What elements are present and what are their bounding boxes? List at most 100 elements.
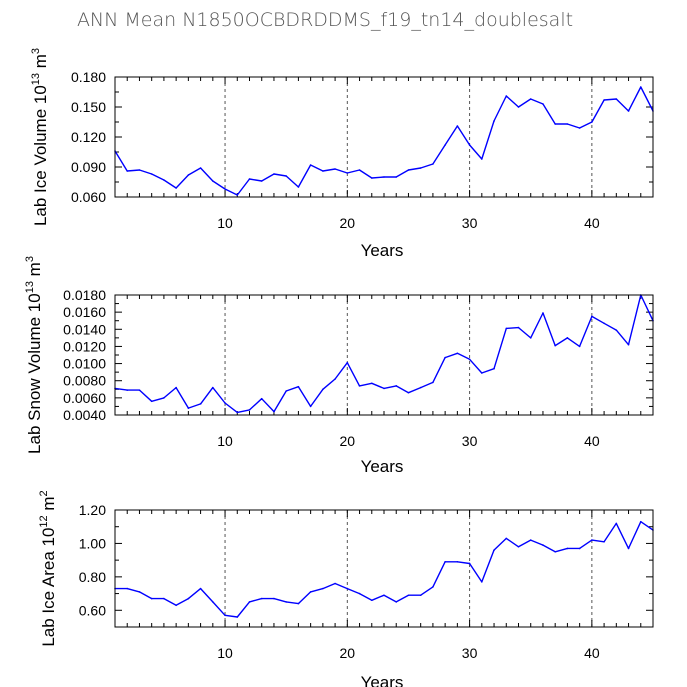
data-point xyxy=(493,549,495,551)
y-axis-title-exponent: 3 xyxy=(30,48,42,54)
data-point xyxy=(150,173,153,175)
plot-frame xyxy=(114,76,654,198)
data-point xyxy=(578,127,581,129)
data-point xyxy=(285,390,287,392)
data-point xyxy=(322,388,324,391)
data-point xyxy=(285,175,287,177)
data-point xyxy=(163,179,165,181)
data-point xyxy=(175,386,177,389)
data-point xyxy=(199,403,202,405)
data-point xyxy=(126,170,129,172)
y-tick-label: 0.090 xyxy=(71,159,106,175)
data-point xyxy=(309,405,312,408)
y-axis-title: Lab Snow Volume 1013 m3 xyxy=(24,256,44,454)
data-point xyxy=(493,367,495,370)
data-point xyxy=(517,106,520,108)
data-point xyxy=(615,329,618,331)
data-point xyxy=(383,176,385,178)
data-point xyxy=(578,345,581,348)
series-line xyxy=(114,86,654,196)
data-point xyxy=(358,385,361,387)
data-point xyxy=(591,315,593,318)
y-axis-title-part: m xyxy=(31,54,50,73)
data-point xyxy=(199,587,202,590)
data-point xyxy=(334,168,336,170)
y-axis-title-part: Lab Ice Area 10 xyxy=(39,528,58,647)
data-point xyxy=(248,409,251,411)
y-tick-label: 0.0140 xyxy=(63,321,106,337)
y-axis-title: Lab Ice Area 1012 m2 xyxy=(38,490,58,646)
data-point xyxy=(187,597,190,600)
data-point xyxy=(529,337,532,339)
data-point xyxy=(493,120,495,122)
plot-frame xyxy=(114,294,654,416)
data-point xyxy=(542,103,544,105)
series-line xyxy=(114,294,654,414)
data-point xyxy=(285,601,287,603)
data-point xyxy=(639,520,642,523)
y-tick-label: 0.120 xyxy=(71,129,106,145)
data-point xyxy=(224,188,226,190)
data-point xyxy=(346,587,349,590)
data-point xyxy=(163,597,165,600)
data-point xyxy=(236,616,239,618)
data-point xyxy=(615,522,618,525)
data-point xyxy=(322,170,324,172)
y-axis-title-exponent: 3 xyxy=(24,256,36,262)
data-point xyxy=(615,98,618,100)
x-tick-label: 30 xyxy=(462,645,478,661)
data-point xyxy=(444,356,446,359)
data-point xyxy=(212,180,214,182)
chart-panel-2: 10 20 30 400.00400.00600.00800.01000.01200.… xyxy=(24,256,654,476)
data-point xyxy=(419,386,422,389)
data-point xyxy=(138,591,141,593)
y-axis-title-part: m xyxy=(39,496,58,515)
data-point xyxy=(383,594,385,597)
x-axis-title: Years xyxy=(361,673,404,687)
y-tick-label: 0.0100 xyxy=(63,356,106,372)
data-point xyxy=(212,386,214,389)
data-point xyxy=(554,123,556,125)
data-point xyxy=(358,592,361,595)
y-tick-label: 1.20 xyxy=(79,502,106,518)
data-point xyxy=(358,169,361,171)
data-point xyxy=(407,169,410,171)
data-point xyxy=(346,172,349,174)
data-point xyxy=(432,586,434,588)
data-point xyxy=(627,343,630,346)
y-axis-title-part: Lab Ice Volume 10 xyxy=(31,85,50,226)
y-axis-title: Lab Ice Volume 1013 m3 xyxy=(30,48,50,226)
data-point xyxy=(248,178,251,180)
data-point xyxy=(517,326,520,329)
data-point xyxy=(566,337,569,339)
data-point xyxy=(370,599,373,602)
x-tick-label: 40 xyxy=(584,645,600,661)
data-point xyxy=(456,561,459,563)
data-point xyxy=(297,186,300,188)
y-tick-label: 0.0080 xyxy=(63,373,106,389)
y-axis-title-exponent: 12 xyxy=(38,515,50,527)
data-point xyxy=(468,144,471,146)
data-point xyxy=(627,547,630,550)
data-point xyxy=(150,400,153,403)
data-point xyxy=(591,121,593,123)
y-tick-label: 0.0180 xyxy=(63,287,106,303)
y-tick-label: 0.060 xyxy=(71,189,106,205)
y-tick-label: 0.60 xyxy=(79,602,106,618)
data-point xyxy=(334,582,336,585)
x-tick-label: 20 xyxy=(340,645,356,661)
data-point xyxy=(395,601,398,603)
data-point xyxy=(163,397,165,399)
y-axis-title-part: m xyxy=(25,262,44,281)
data-point xyxy=(456,125,459,127)
data-point xyxy=(627,110,630,112)
data-point xyxy=(578,547,581,550)
data-point xyxy=(529,539,532,541)
data-point xyxy=(236,194,239,196)
data-point xyxy=(603,540,605,543)
data-point xyxy=(260,397,263,400)
data-point xyxy=(334,378,336,380)
y-tick-label: 0.0160 xyxy=(63,304,106,320)
data-point xyxy=(407,594,410,597)
data-point xyxy=(542,312,544,314)
